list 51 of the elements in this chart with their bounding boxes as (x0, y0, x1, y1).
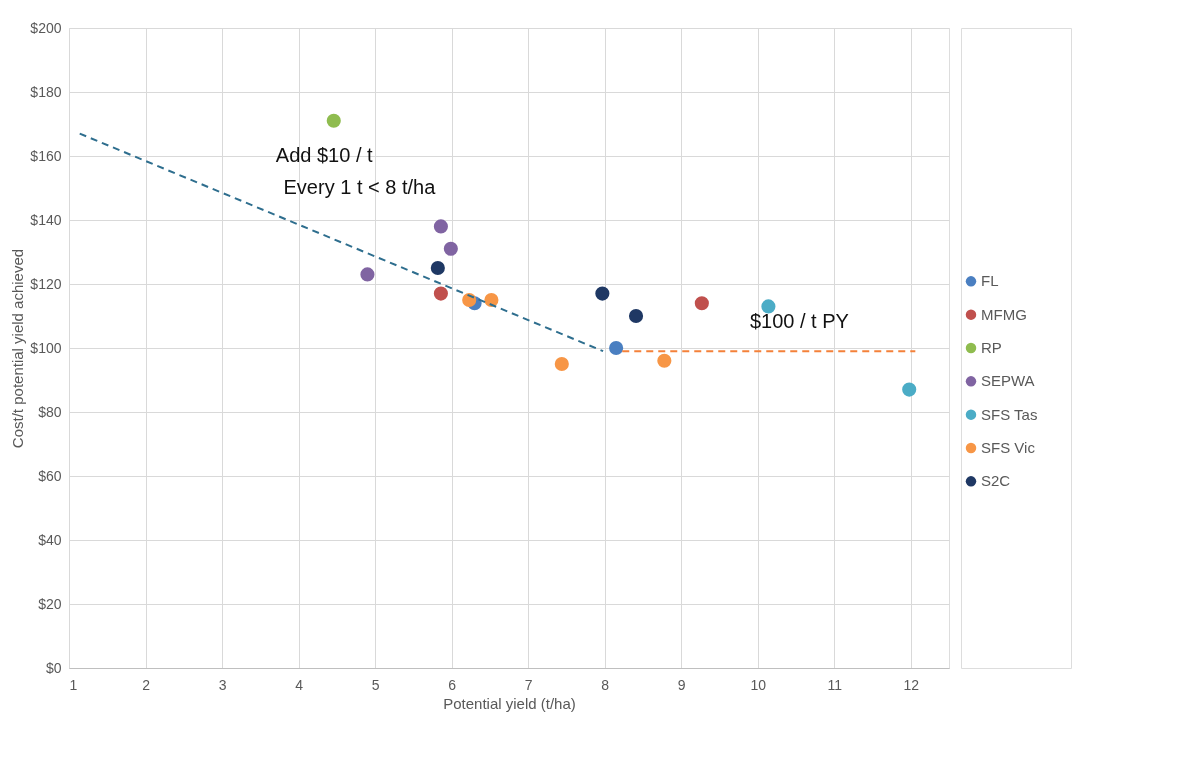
y-tick-label: $100 (30, 339, 62, 356)
point (326, 113, 341, 128)
point (433, 219, 448, 234)
x-tick-label: 1 (69, 676, 78, 693)
y-tick-label: $80 (38, 403, 62, 420)
x-tick-label: 11 (827, 676, 843, 693)
y-tick-label: $0 (45, 659, 62, 676)
legend-label: S2C (981, 472, 1011, 490)
point (628, 308, 644, 324)
legend-label: SEPWA (981, 372, 1035, 390)
y-tick-label: $120 (30, 275, 62, 292)
y-tick-label: $160 (30, 147, 62, 164)
point (595, 286, 610, 301)
legend-label: SFS Tas (981, 405, 1038, 423)
x-tick-label: 3 (218, 676, 227, 693)
y-tick-label: $140 (30, 211, 62, 228)
legend-label: FL (981, 272, 999, 290)
annotation: $100 / t PY (749, 310, 849, 333)
point (694, 296, 709, 311)
point (433, 286, 448, 301)
y-axis-title: Cost/t potential yield achieved (9, 248, 27, 449)
legend-label: SFS Vic (981, 439, 1036, 456)
point (462, 292, 477, 308)
point (484, 292, 499, 308)
point (609, 340, 624, 356)
x-tick-label: 8 (601, 676, 610, 693)
x-tick-label: 7 (524, 676, 533, 693)
annotation: Every 1 t < 8 t/ha (283, 176, 437, 198)
x-tick-label: 9 (677, 676, 686, 693)
x-tick-label: 6 (448, 676, 457, 693)
point (430, 260, 445, 276)
x-tick-label: 2 (142, 676, 151, 693)
point (902, 382, 917, 397)
y-tick-label: $20 (38, 595, 62, 612)
x-axis-title: Potential yield (t/ha) (443, 694, 576, 712)
point (554, 356, 569, 372)
y-tick-label: $40 (38, 531, 62, 548)
y-tick-label: $180 (30, 83, 62, 100)
point (360, 267, 375, 282)
x-tick-label: 10 (750, 676, 767, 693)
x-tick-label: 12 (903, 676, 920, 693)
x-tick-label: 4 (295, 676, 304, 693)
legend-label: RP (981, 339, 1002, 356)
point (657, 353, 672, 368)
annotation: Add $10 / t (275, 144, 374, 166)
x-tick-label: 5 (371, 676, 380, 693)
legend-label: MFMG (981, 305, 1027, 323)
y-tick-label: $60 (38, 467, 62, 484)
point (443, 241, 458, 256)
y-tick-label: $200 (30, 19, 62, 36)
point (761, 299, 776, 314)
